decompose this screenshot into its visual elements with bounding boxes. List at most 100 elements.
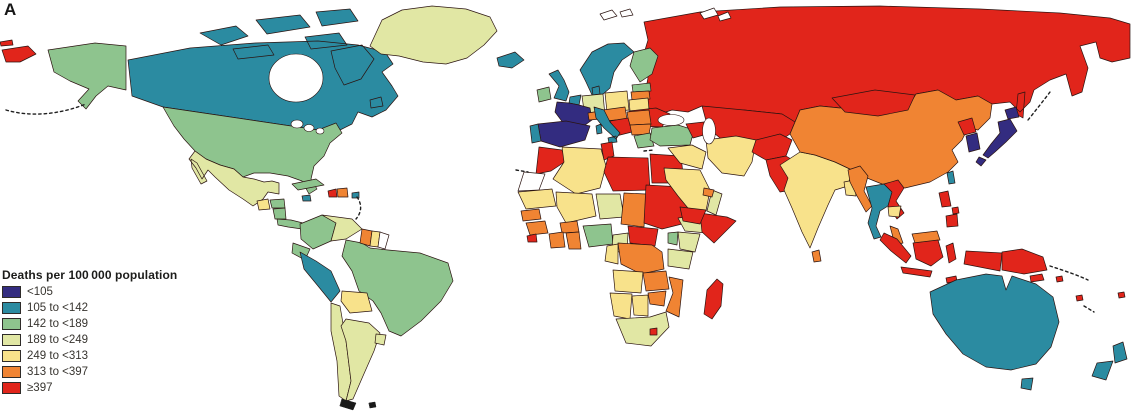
great-lake-1 — [290, 119, 304, 129]
region-sri-lanka — [811, 249, 822, 263]
region-mali — [555, 191, 597, 224]
legend-item: 142 to <189 — [2, 318, 177, 330]
legend-items: <105 105 to <142 142 to <189 189 to <249 249… — [2, 286, 177, 394]
region-poland — [604, 90, 630, 113]
region-usa — [162, 106, 343, 195]
region-north-korea — [957, 117, 977, 136]
region-romania — [626, 109, 652, 126]
legend-item: <105 — [2, 286, 177, 298]
region-brazil — [341, 239, 454, 337]
region-dr-congo — [617, 242, 665, 275]
region-dominican-republic — [336, 187, 349, 198]
region-ghana — [565, 231, 582, 250]
region-libya — [603, 156, 651, 192]
region-tunisia — [600, 141, 615, 161]
region-congo-gabon — [604, 243, 619, 265]
region-argentina — [340, 318, 381, 402]
legend-label: <105 — [27, 286, 53, 298]
legend-swatch — [2, 302, 21, 314]
region-mongolia — [831, 89, 916, 117]
region-iran — [705, 135, 757, 177]
region-puerto-rico — [351, 191, 360, 199]
region-zimbabwe — [647, 290, 667, 307]
region-cuba — [291, 178, 325, 191]
region-angola — [612, 269, 644, 294]
crete-island — [643, 149, 655, 152]
region-turkey — [649, 124, 695, 147]
region-mexico — [188, 150, 280, 207]
region-burkina-faso — [559, 220, 580, 234]
region-thailand — [865, 183, 893, 240]
black-sea — [657, 114, 685, 126]
canary-islands-chain — [515, 169, 529, 173]
region-haiti — [327, 188, 338, 198]
region-kenya — [677, 231, 701, 253]
caspian-sea — [702, 117, 716, 145]
legend-item: 105 to <142 — [2, 302, 177, 314]
region-chad — [620, 192, 647, 228]
region-uruguay — [374, 333, 387, 346]
legend-item: 313 to <397 — [2, 366, 177, 378]
region-central-african-republic — [627, 225, 659, 247]
svalbard-islands — [599, 8, 634, 21]
region-baltic-states-south — [630, 90, 651, 101]
region-finland — [629, 47, 659, 83]
region-uganda — [667, 231, 679, 246]
region-cambodia — [887, 205, 902, 218]
legend-label: 249 to <313 — [27, 350, 89, 362]
region-tasmania — [1020, 377, 1034, 391]
legend-label: ≥397 — [27, 382, 53, 394]
region-sierra-leone — [526, 233, 538, 243]
region-bolivia — [340, 290, 373, 314]
great-lake-2 — [303, 124, 315, 132]
legend-title: Deaths per 100 000 population — [2, 268, 178, 282]
new-caledonia-chain — [1083, 305, 1095, 313]
region-senegal — [520, 208, 542, 222]
legend-item: ≥397 — [2, 382, 177, 394]
region-nicaragua — [272, 207, 287, 220]
region-denmark — [591, 85, 601, 96]
region-pacific-islands — [1055, 275, 1126, 302]
region-honduras — [269, 198, 286, 209]
region-zambia — [642, 270, 670, 292]
legend-item: 189 to <249 — [2, 334, 177, 346]
aleutian-islands-chain — [5, 103, 87, 115]
legend-label: 313 to <397 — [27, 366, 89, 378]
region-western-sahara — [517, 171, 546, 192]
region-botswana — [631, 294, 649, 317]
region-italy — [593, 106, 621, 144]
region-ivory-coast — [548, 231, 566, 249]
region-india — [779, 151, 853, 249]
legend-label: 105 to <142 — [27, 302, 89, 314]
legend-swatch — [2, 366, 21, 378]
kuril-islands-chain — [1027, 91, 1051, 121]
solomon-islands-chain — [1049, 265, 1089, 281]
region-mozambique — [665, 276, 684, 318]
legend-swatch — [2, 318, 21, 330]
region-mauritania — [517, 188, 557, 210]
region-morocco — [535, 146, 567, 175]
region-norway-sweden — [579, 42, 635, 96]
region-iceland — [496, 51, 525, 69]
region-algeria — [552, 146, 607, 195]
region-south-korea — [965, 132, 981, 153]
region-tanzania — [667, 248, 694, 270]
region-alaska — [47, 42, 127, 110]
region-baltic-states-north — [631, 82, 652, 93]
region-madagascar — [703, 278, 724, 320]
region-new-zealand — [1091, 341, 1128, 381]
region-niger — [595, 193, 625, 220]
region-canada — [127, 8, 399, 131]
great-lake-3 — [315, 127, 325, 135]
legend-label: 189 to <249 — [27, 334, 89, 346]
region-guatemala — [256, 198, 271, 211]
region-peru — [299, 251, 341, 303]
legend-swatch — [2, 350, 21, 362]
panel-label: A — [4, 0, 17, 19]
hudson-bay — [268, 53, 324, 103]
region-japan — [975, 106, 1020, 167]
novaya-zemlya-islands — [699, 7, 732, 22]
legend-label: 142 to <189 — [27, 318, 89, 330]
region-syria-iraq — [667, 144, 707, 170]
